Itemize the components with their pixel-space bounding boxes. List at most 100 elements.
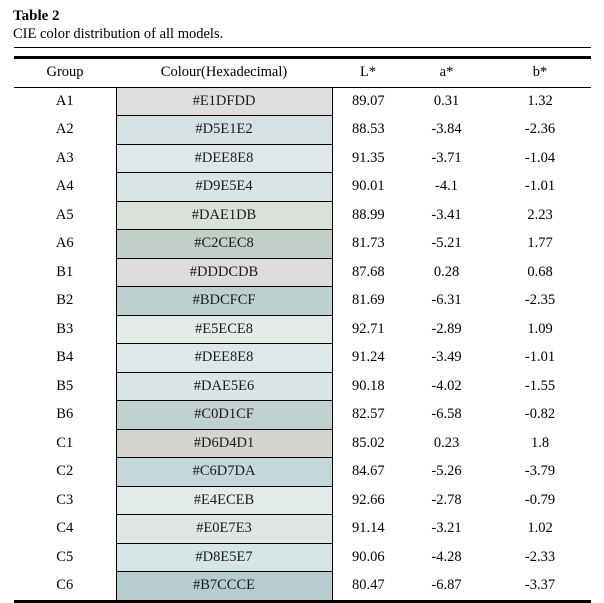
bstar-cell: -1.01 [524,349,556,366]
astar-cell: 0.31 [433,93,460,109]
col-header-astar: a* [404,58,489,88]
bstar-cell: -1.55 [524,377,556,394]
lstar-cell: 84.67 [351,463,385,480]
group-cell: A5 [55,206,74,223]
group-cell: C2 [56,463,74,480]
table-row: A4 #D9E5E4 90.01 -4.1 -1.01 [14,172,591,201]
astar-cell: -4.1 [435,178,458,195]
group-cell: C6 [56,577,74,593]
col-header-group: Group [14,58,116,88]
table-row: A6 #C2CEC8 81.73 -5.21 1.77 [14,229,591,258]
lstar-cell: 81.69 [351,292,385,309]
lstar-cell: 90.01 [351,178,385,195]
bstar-cell: 1.77 [527,235,553,252]
lstar-cell: 88.53 [351,121,385,138]
colour-swatch-cell: #D8E5E7 [115,542,333,572]
group-cell: A3 [55,149,74,166]
colour-swatch-cell: #E4ECEB [115,485,333,515]
top-rule-thin [14,47,591,48]
bstar-cell: -3.37 [524,577,556,593]
bstar-cell: 1.02 [527,520,553,537]
colour-swatch-cell: #E5ECE8 [115,314,333,344]
table-row: C2 #C6D7DA 84.67 -5.26 -3.79 [14,457,591,486]
colour-swatch-cell: #B7CCCE [115,571,333,601]
group-cell: C4 [56,520,74,537]
bstar-cell: -0.82 [524,406,556,423]
lstar-cell: 88.99 [351,206,385,223]
colour-swatch-cell: #DAE1DB [115,200,333,230]
table-row: C1 #D6D4D1 85.02 0.23 1.8 [14,428,591,458]
astar-cell: -6.58 [431,406,462,423]
colour-swatch-cell: #BDCFCF [115,286,333,315]
lstar-cell: 89.07 [351,93,385,109]
bstar-cell: 1.32 [527,93,553,109]
group-cell: B4 [56,349,74,366]
colour-swatch-cell: #DEE8E8 [115,343,333,372]
astar-cell: -2.78 [431,491,462,508]
group-cell: B6 [56,406,74,423]
astar-cell: -5.21 [431,235,462,252]
table-row: B3 #E5ECE8 92.71 -2.89 1.09 [14,314,591,344]
lstar-cell: 92.66 [351,491,385,508]
table-caption: CIE color distribution of all models. [13,26,224,42]
colour-swatch-cell: #C6D7DA [115,457,333,486]
lstar-cell: 80.47 [351,577,385,593]
lstar-cell: 92.71 [351,320,385,337]
astar-cell: -4.28 [431,548,462,565]
group-cell: A6 [55,235,74,252]
colour-swatch-cell: #DEE8E8 [115,143,333,173]
col-header-colour: Colour(Hexadecimal) [116,58,332,88]
group-cell: C5 [56,548,74,565]
astar-cell: -3.84 [431,121,462,138]
astar-cell: -4.02 [431,377,462,394]
group-cell: C1 [56,434,74,451]
colour-swatch-cell: #C2CEC8 [115,229,333,258]
cie-color-table: Group Colour(Hexadecimal) L* a* b* A1 #E… [14,58,591,603]
group-cell: A2 [55,121,74,138]
lstar-cell: 90.06 [351,548,385,565]
colour-swatch-cell: #D6D4D1 [115,428,333,458]
group-cell: B3 [56,320,74,337]
bstar-cell: -1.01 [524,178,556,195]
table-row: C5 #D8E5E7 90.06 -4.28 -2.33 [14,542,591,572]
colour-swatch-cell: #E1DFDD [115,86,333,116]
astar-cell: -3.49 [431,349,462,366]
bstar-cell: -0.79 [524,491,556,508]
lstar-cell: 82.57 [351,406,385,423]
astar-cell: -3.41 [431,206,462,223]
table-row: B4 #DEE8E8 91.24 -3.49 -1.01 [14,343,591,372]
lstar-cell: 91.14 [351,520,385,537]
colour-swatch-cell: #C0D1CF [115,400,333,429]
astar-cell: -6.31 [431,292,462,309]
bstar-cell: 1.09 [527,320,553,337]
bstar-cell: 2.23 [527,206,553,223]
lstar-cell: 91.35 [351,149,385,166]
bstar-cell: -2.35 [524,292,556,309]
table-row: B6 #C0D1CF 82.57 -6.58 -0.82 [14,400,591,429]
astar-cell: -6.87 [431,577,462,593]
group-cell: A1 [55,93,74,109]
table-row: B2 #BDCFCF 81.69 -6.31 -2.35 [14,286,591,315]
col-header-lstar: L* [332,58,404,88]
group-cell: B1 [56,263,74,280]
group-cell: B2 [56,292,74,309]
bstar-cell: 1.8 [530,434,550,451]
table-title: Table 2 [13,8,60,24]
astar-cell: -3.21 [431,520,462,537]
astar-cell: -5.26 [431,463,462,480]
table-row: A3 #DEE8E8 91.35 -3.71 -1.04 [14,143,591,173]
colour-swatch-cell: #E0E7E3 [115,514,333,543]
table-row: C3 #E4ECEB 92.66 -2.78 -0.79 [14,485,591,515]
header-row: Group Colour(Hexadecimal) L* a* b* [14,58,591,88]
lstar-cell: 91.24 [351,349,385,366]
astar-cell: -3.71 [431,149,462,166]
astar-cell: 0.28 [433,263,460,280]
lstar-cell: 90.18 [351,377,385,394]
colour-swatch-cell: #DAE5E6 [115,371,333,401]
group-cell: C3 [56,491,74,508]
astar-cell: 0.23 [433,434,460,451]
colour-swatch-cell: #DDDCDB [115,257,333,287]
col-header-bstar: b* [489,58,591,88]
table-row: C6 #B7CCCE 80.47 -6.87 -3.37 [14,571,591,601]
lstar-cell: 85.02 [351,434,385,451]
